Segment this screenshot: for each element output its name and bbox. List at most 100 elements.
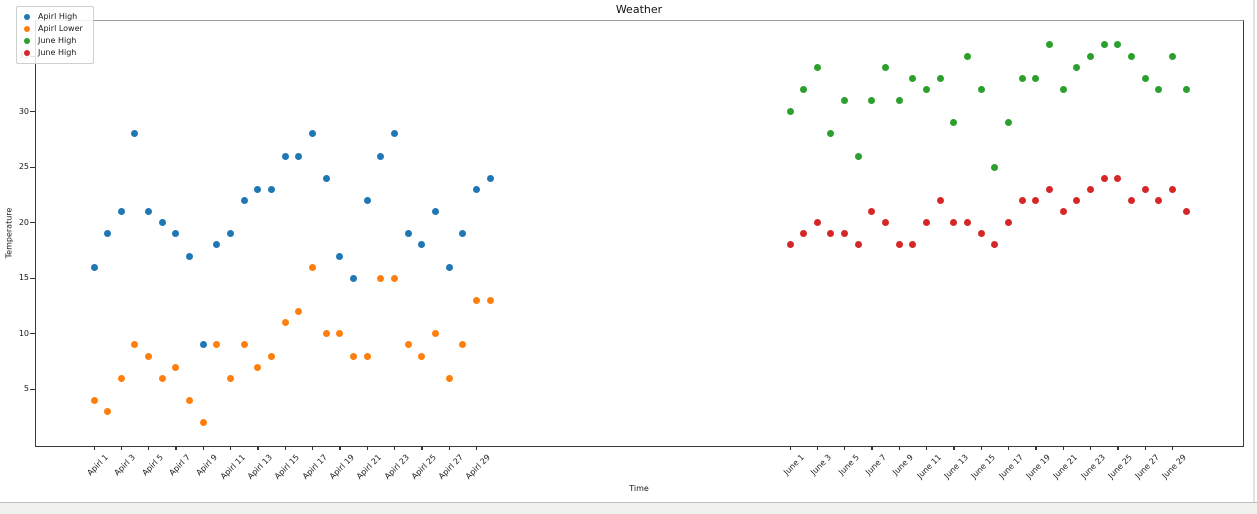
data-point — [295, 308, 303, 316]
data-point — [445, 374, 453, 382]
data-point — [841, 230, 849, 238]
x-tick — [1035, 446, 1037, 450]
legend-label: June High — [38, 48, 77, 57]
data-point — [909, 241, 917, 249]
legend-entry: Apirl Lower — [24, 23, 83, 35]
data-point — [1032, 74, 1040, 82]
footer-bar — [0, 502, 1257, 514]
legend: Apirl High Apirl Lower June High June Hi… — [16, 6, 94, 64]
x-tick — [1171, 446, 1174, 450]
data-point — [1073, 63, 1081, 71]
data-point — [377, 274, 385, 282]
data-point — [964, 52, 972, 60]
data-point — [186, 252, 194, 260]
data-point — [882, 63, 890, 71]
data-point — [172, 363, 180, 371]
data-point — [432, 208, 439, 216]
data-point — [363, 352, 371, 360]
x-tick — [926, 446, 928, 450]
data-point — [786, 108, 794, 116]
data-point — [391, 274, 399, 282]
x-tick — [394, 446, 396, 450]
data-point — [472, 296, 480, 304]
data-point — [1059, 208, 1067, 216]
x-tick — [202, 446, 204, 450]
x-tick — [257, 446, 259, 450]
data-point — [936, 196, 944, 204]
data-point — [1046, 185, 1054, 193]
data-point — [336, 252, 344, 260]
data-point — [909, 74, 917, 82]
legend-marker-blue-icon — [24, 14, 30, 20]
data-point — [336, 330, 344, 338]
data-point — [240, 196, 248, 204]
data-point — [786, 241, 794, 249]
x-tick — [1062, 446, 1064, 450]
x-tick — [816, 446, 818, 450]
data-point — [1087, 52, 1095, 60]
data-point — [1168, 52, 1176, 60]
data-point — [158, 374, 166, 382]
data-point — [486, 296, 494, 304]
data-point — [104, 230, 112, 238]
x-tick — [148, 446, 150, 450]
data-point — [227, 230, 235, 238]
data-point — [268, 185, 276, 193]
data-point — [117, 208, 125, 216]
data-point — [1046, 41, 1054, 49]
legend-label: Apirl Lower — [38, 24, 83, 33]
data-point — [936, 74, 944, 82]
x-tick — [844, 446, 846, 450]
data-point — [404, 341, 412, 349]
data-point — [117, 374, 125, 382]
y-tick — [30, 111, 35, 113]
y-tick — [30, 333, 35, 335]
data-point — [254, 363, 262, 371]
data-point — [186, 396, 194, 404]
data-point — [158, 219, 166, 227]
y-tick-label: 30 — [18, 106, 29, 116]
x-tick — [1117, 446, 1119, 450]
x-tick — [284, 446, 286, 450]
y-tick — [30, 166, 35, 168]
data-point — [1141, 74, 1149, 82]
data-point — [172, 230, 180, 238]
y-axis-label: Temperature — [4, 207, 14, 259]
data-point — [1155, 85, 1163, 93]
data-point — [868, 208, 876, 216]
legend-entry: Apirl High — [24, 11, 83, 23]
data-point — [1114, 41, 1122, 49]
legend-label: Apirl High — [38, 12, 78, 21]
plot-area — [35, 20, 1244, 447]
data-point — [432, 330, 439, 338]
y-tick — [30, 388, 35, 391]
data-point — [950, 219, 958, 227]
y-tick — [30, 222, 35, 224]
x-tick — [120, 446, 122, 450]
data-point — [964, 219, 972, 227]
data-point — [472, 185, 480, 193]
y-tick-label: 15 — [18, 273, 29, 283]
legend-entry: June High — [24, 35, 83, 47]
data-point — [895, 96, 903, 104]
data-point — [268, 352, 276, 360]
data-point — [213, 241, 221, 249]
y-tick-label: 5 — [23, 384, 29, 394]
y-tick-label: 20 — [18, 217, 29, 227]
data-point — [854, 241, 862, 249]
data-point — [1182, 208, 1190, 216]
data-point — [923, 219, 931, 227]
x-tick — [1090, 446, 1092, 450]
data-point — [309, 130, 317, 138]
legend-marker-orange-icon — [24, 26, 30, 32]
x-tick — [93, 446, 95, 450]
x-tick — [421, 446, 423, 450]
x-tick — [871, 446, 873, 450]
data-point — [199, 419, 207, 427]
data-point — [882, 219, 890, 227]
data-point — [350, 274, 358, 282]
data-point — [1128, 52, 1135, 60]
data-point — [295, 152, 303, 160]
data-point — [281, 152, 289, 160]
